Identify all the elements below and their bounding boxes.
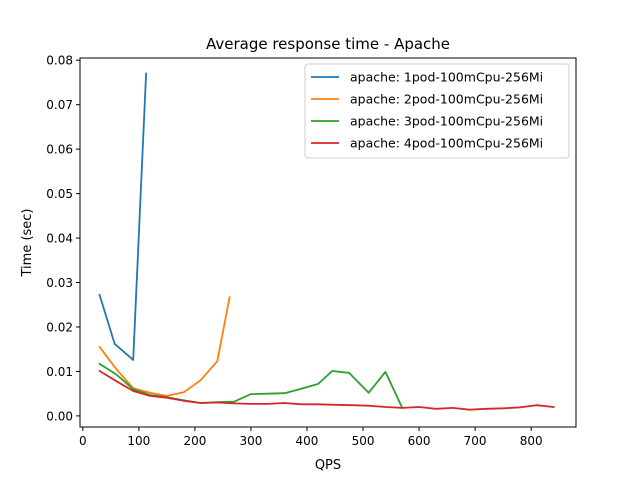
chart-title: Average response time - Apache: [206, 35, 450, 53]
legend-label-2: apache: 2pod-100mCpu-256Mi: [350, 92, 543, 107]
x-tick-label: 400: [296, 434, 319, 448]
series-layer: [98, 72, 555, 411]
x-tick-label: 200: [183, 434, 206, 448]
series-line-4: [98, 369, 555, 411]
legend-label-4: apache: 4pod-100mCpu-256Mi: [350, 136, 543, 151]
y-tick-label: 0.03: [46, 276, 73, 290]
y-axis: 0.00 0.01 0.02 0.03 0.04 0.05 0.06 0.07 0.08: [46, 54, 80, 423]
series-line-1: [98, 72, 148, 361]
x-axis: 0 100 200 300 400 500 600 700 800: [79, 427, 543, 448]
x-tick-label: 500: [352, 434, 375, 448]
legend-label-1: apache: 1pod-100mCpu-256Mi: [350, 70, 543, 85]
legend: apache: 1pod-100mCpu-256Mi apache: 2pod-1…: [304, 63, 570, 159]
y-tick-label: 0.01: [46, 365, 73, 379]
y-tick-label: 0.08: [46, 54, 73, 68]
x-tick-label: 600: [408, 434, 431, 448]
x-axis-label: QPS: [315, 458, 341, 473]
x-tick-label: 800: [520, 434, 543, 448]
x-tick-label: 0: [79, 434, 87, 448]
y-tick-label: 0.00: [46, 409, 73, 423]
y-tick-label: 0.04: [46, 232, 73, 246]
x-tick-label: 300: [239, 434, 262, 448]
legend-label-3: apache: 3pod-100mCpu-256Mi: [350, 114, 543, 129]
y-axis-label: Time (sec): [20, 208, 35, 277]
series-line-2: [98, 296, 231, 397]
x-tick-label: 700: [464, 434, 487, 448]
x-tick-label: 100: [127, 434, 150, 448]
y-tick-label: 0.06: [46, 143, 73, 157]
y-tick-label: 0.05: [46, 187, 73, 201]
plot-frame: [79, 57, 577, 428]
legend-box: [304, 63, 570, 159]
y-tick-label: 0.07: [46, 98, 73, 112]
y-tick-label: 0.02: [46, 320, 73, 334]
